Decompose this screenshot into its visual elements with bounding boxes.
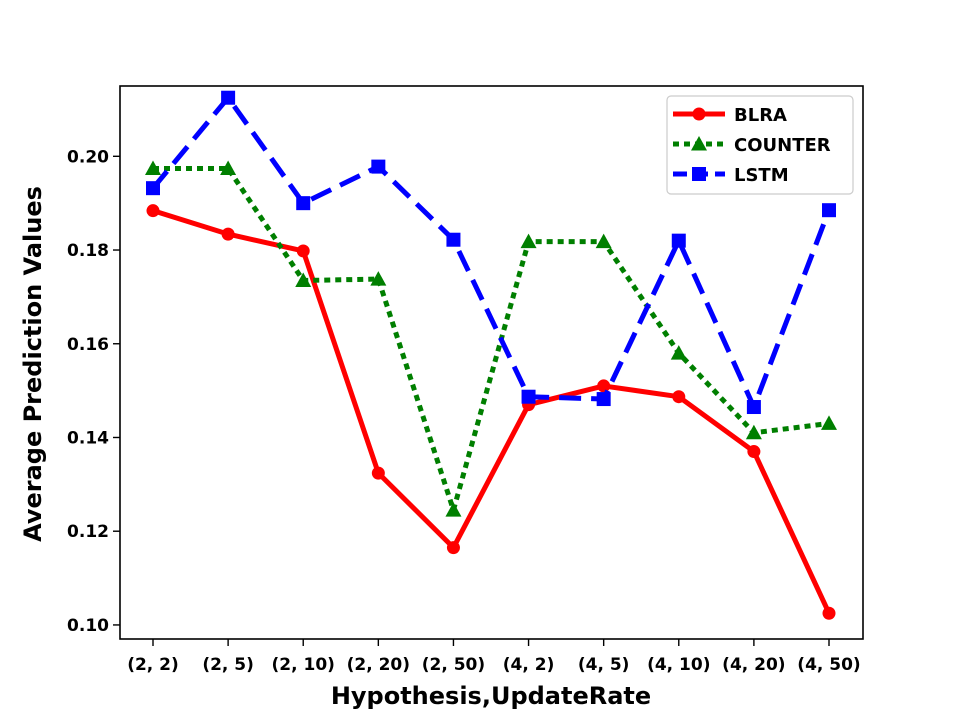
y-tick-label: 0.18: [67, 241, 109, 261]
data-point-lstm: [446, 232, 461, 247]
data-point-blra: [747, 445, 761, 459]
data-point-blra: [371, 466, 385, 480]
y-tick-label: 0.20: [67, 147, 109, 167]
data-point-lstm: [746, 400, 761, 415]
x-tick-label: (2, 5): [202, 655, 254, 675]
series-layer: [145, 90, 837, 620]
data-point-blra: [221, 227, 235, 241]
y-axis-label: Average Prediction Values: [19, 186, 47, 542]
data-point-counter: [595, 233, 612, 249]
x-tick-label: (4, 50): [797, 655, 860, 675]
x-tick-label: (4, 10): [647, 655, 710, 675]
series-line-blra: [152, 208, 832, 615]
x-tick-label: (2, 50): [422, 655, 485, 675]
series-line-lstm: [151, 95, 832, 410]
y-axis: 0.10 0.12 0.14 0.16 0.18 0.20: [67, 147, 120, 636]
legend-label-blra: BLRA: [734, 105, 787, 126]
data-point-counter: [745, 424, 762, 440]
data-point-counter: [145, 160, 161, 175]
data-point-lstm: [596, 392, 611, 407]
x-tick-label: (2, 10): [272, 655, 335, 675]
data-point-counter: [370, 271, 387, 286]
data-point-lstm: [296, 196, 311, 211]
x-tick-label: (4, 5): [578, 655, 630, 675]
data-point-blra: [146, 204, 160, 218]
data-point-blra: [672, 390, 686, 404]
y-tick-label: 0.10: [67, 616, 109, 636]
x-axis-label: Hypothesis,UpdateRate: [331, 682, 651, 710]
data-point-counter: [821, 415, 837, 430]
x-tick-label: (2, 20): [347, 655, 410, 675]
legend: BLRA COUNTER LSTM: [666, 95, 854, 195]
x-tick-label: (4, 20): [722, 655, 785, 675]
y-tick-label: 0.14: [67, 428, 109, 448]
legend-label-counter: COUNTER: [734, 135, 831, 156]
data-point-counter: [445, 502, 462, 517]
data-point-counter: [220, 160, 237, 175]
data-point-counter: [520, 233, 537, 249]
data-point-lstm: [521, 389, 536, 404]
series-lstm: [146, 90, 836, 415]
data-point-blra: [446, 541, 460, 555]
x-tick-label: (4, 2): [503, 655, 555, 675]
data-point-blra: [822, 606, 836, 620]
legend-label-lstm: LSTM: [734, 165, 789, 186]
y-tick-label: 0.12: [67, 522, 109, 542]
x-tick-label: (2, 2): [127, 655, 179, 675]
series-counter: [145, 160, 837, 517]
plot-frame: [119, 85, 864, 640]
legend-marker-blra: [692, 107, 706, 121]
data-point-lstm: [146, 181, 160, 196]
data-point-counter: [295, 272, 312, 287]
series-line-counter: [153, 165, 830, 513]
legend-marker-lstm: [692, 167, 706, 181]
data-point-blra: [296, 244, 310, 258]
data-point-lstm: [671, 233, 686, 248]
y-tick-label: 0.16: [67, 335, 109, 355]
data-point-counter: [670, 345, 687, 360]
legend-frame: [666, 95, 854, 195]
series-blra: [146, 204, 836, 620]
data-point-lstm: [822, 203, 836, 218]
data-point-blra: [597, 379, 611, 393]
legend-marker-counter: [691, 136, 707, 151]
data-point-lstm: [221, 90, 236, 105]
data-point-lstm: [371, 159, 386, 174]
x-axis: (2, 2) (2, 5) (2, 10) (2, 20) (2, 50) (4, 2) (…: [127, 639, 861, 675]
